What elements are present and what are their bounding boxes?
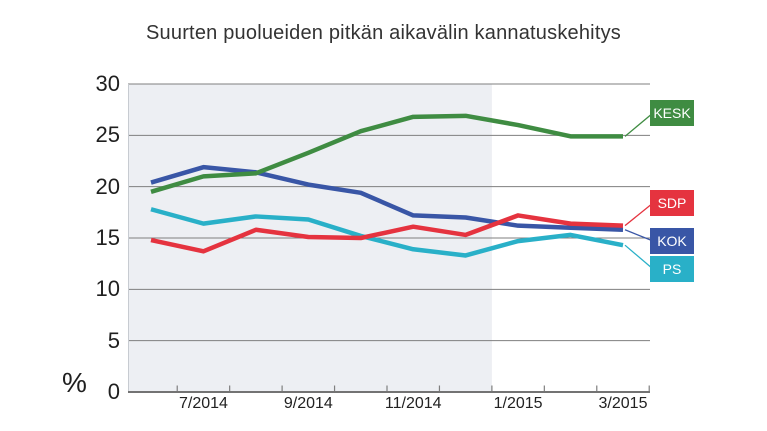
chart-title: Suurten puolueiden pitkän aikavälin kann… <box>146 22 621 44</box>
legend-connector-KESK <box>624 112 654 137</box>
y-axis-label-20: 20 <box>95 173 120 199</box>
x-axis-label-9-2014: 9/2014 <box>283 395 333 412</box>
x-axis-label-7-2014: 7/2014 <box>178 395 228 412</box>
y-axis-label-0: 0 <box>107 379 120 404</box>
series-line-KESK <box>150 113 623 194</box>
series-line-KOK <box>150 164 624 233</box>
x-axis-label-11-2014: 11/2014 <box>384 395 442 412</box>
legend-connector-KOK <box>624 229 654 242</box>
legend-connector-PS <box>624 244 654 270</box>
series-line-SDP <box>150 213 624 254</box>
x-axis-label-1-2015: 1/2015 <box>493 395 543 412</box>
y-axis-label-25: 25 <box>95 122 120 148</box>
legend-connector-SDP <box>624 202 654 227</box>
legend-label-SDP: SDP <box>657 195 687 211</box>
x-axis-label-3-2015: 3/2015 <box>598 395 648 412</box>
y-axis-unit-label: % <box>62 367 87 398</box>
legend-label-KOK: KOK <box>657 233 687 249</box>
series-line-PS <box>150 207 624 258</box>
legend-item-KESK: KESK <box>650 100 694 126</box>
legend-item-PS: PS <box>650 256 694 282</box>
y-axis-label-15: 15 <box>95 225 120 250</box>
legend-item-SDP: SDP <box>650 190 694 216</box>
y-axis-label-30: 30 <box>95 71 120 96</box>
legend-label-PS: PS <box>662 261 682 277</box>
y-axis-label-10: 10 <box>95 276 120 302</box>
y-axis-label-5: 5 <box>107 327 120 353</box>
legend-item-KOK: KOK <box>650 228 694 254</box>
legend-label-KESK: KESK <box>653 105 691 121</box>
